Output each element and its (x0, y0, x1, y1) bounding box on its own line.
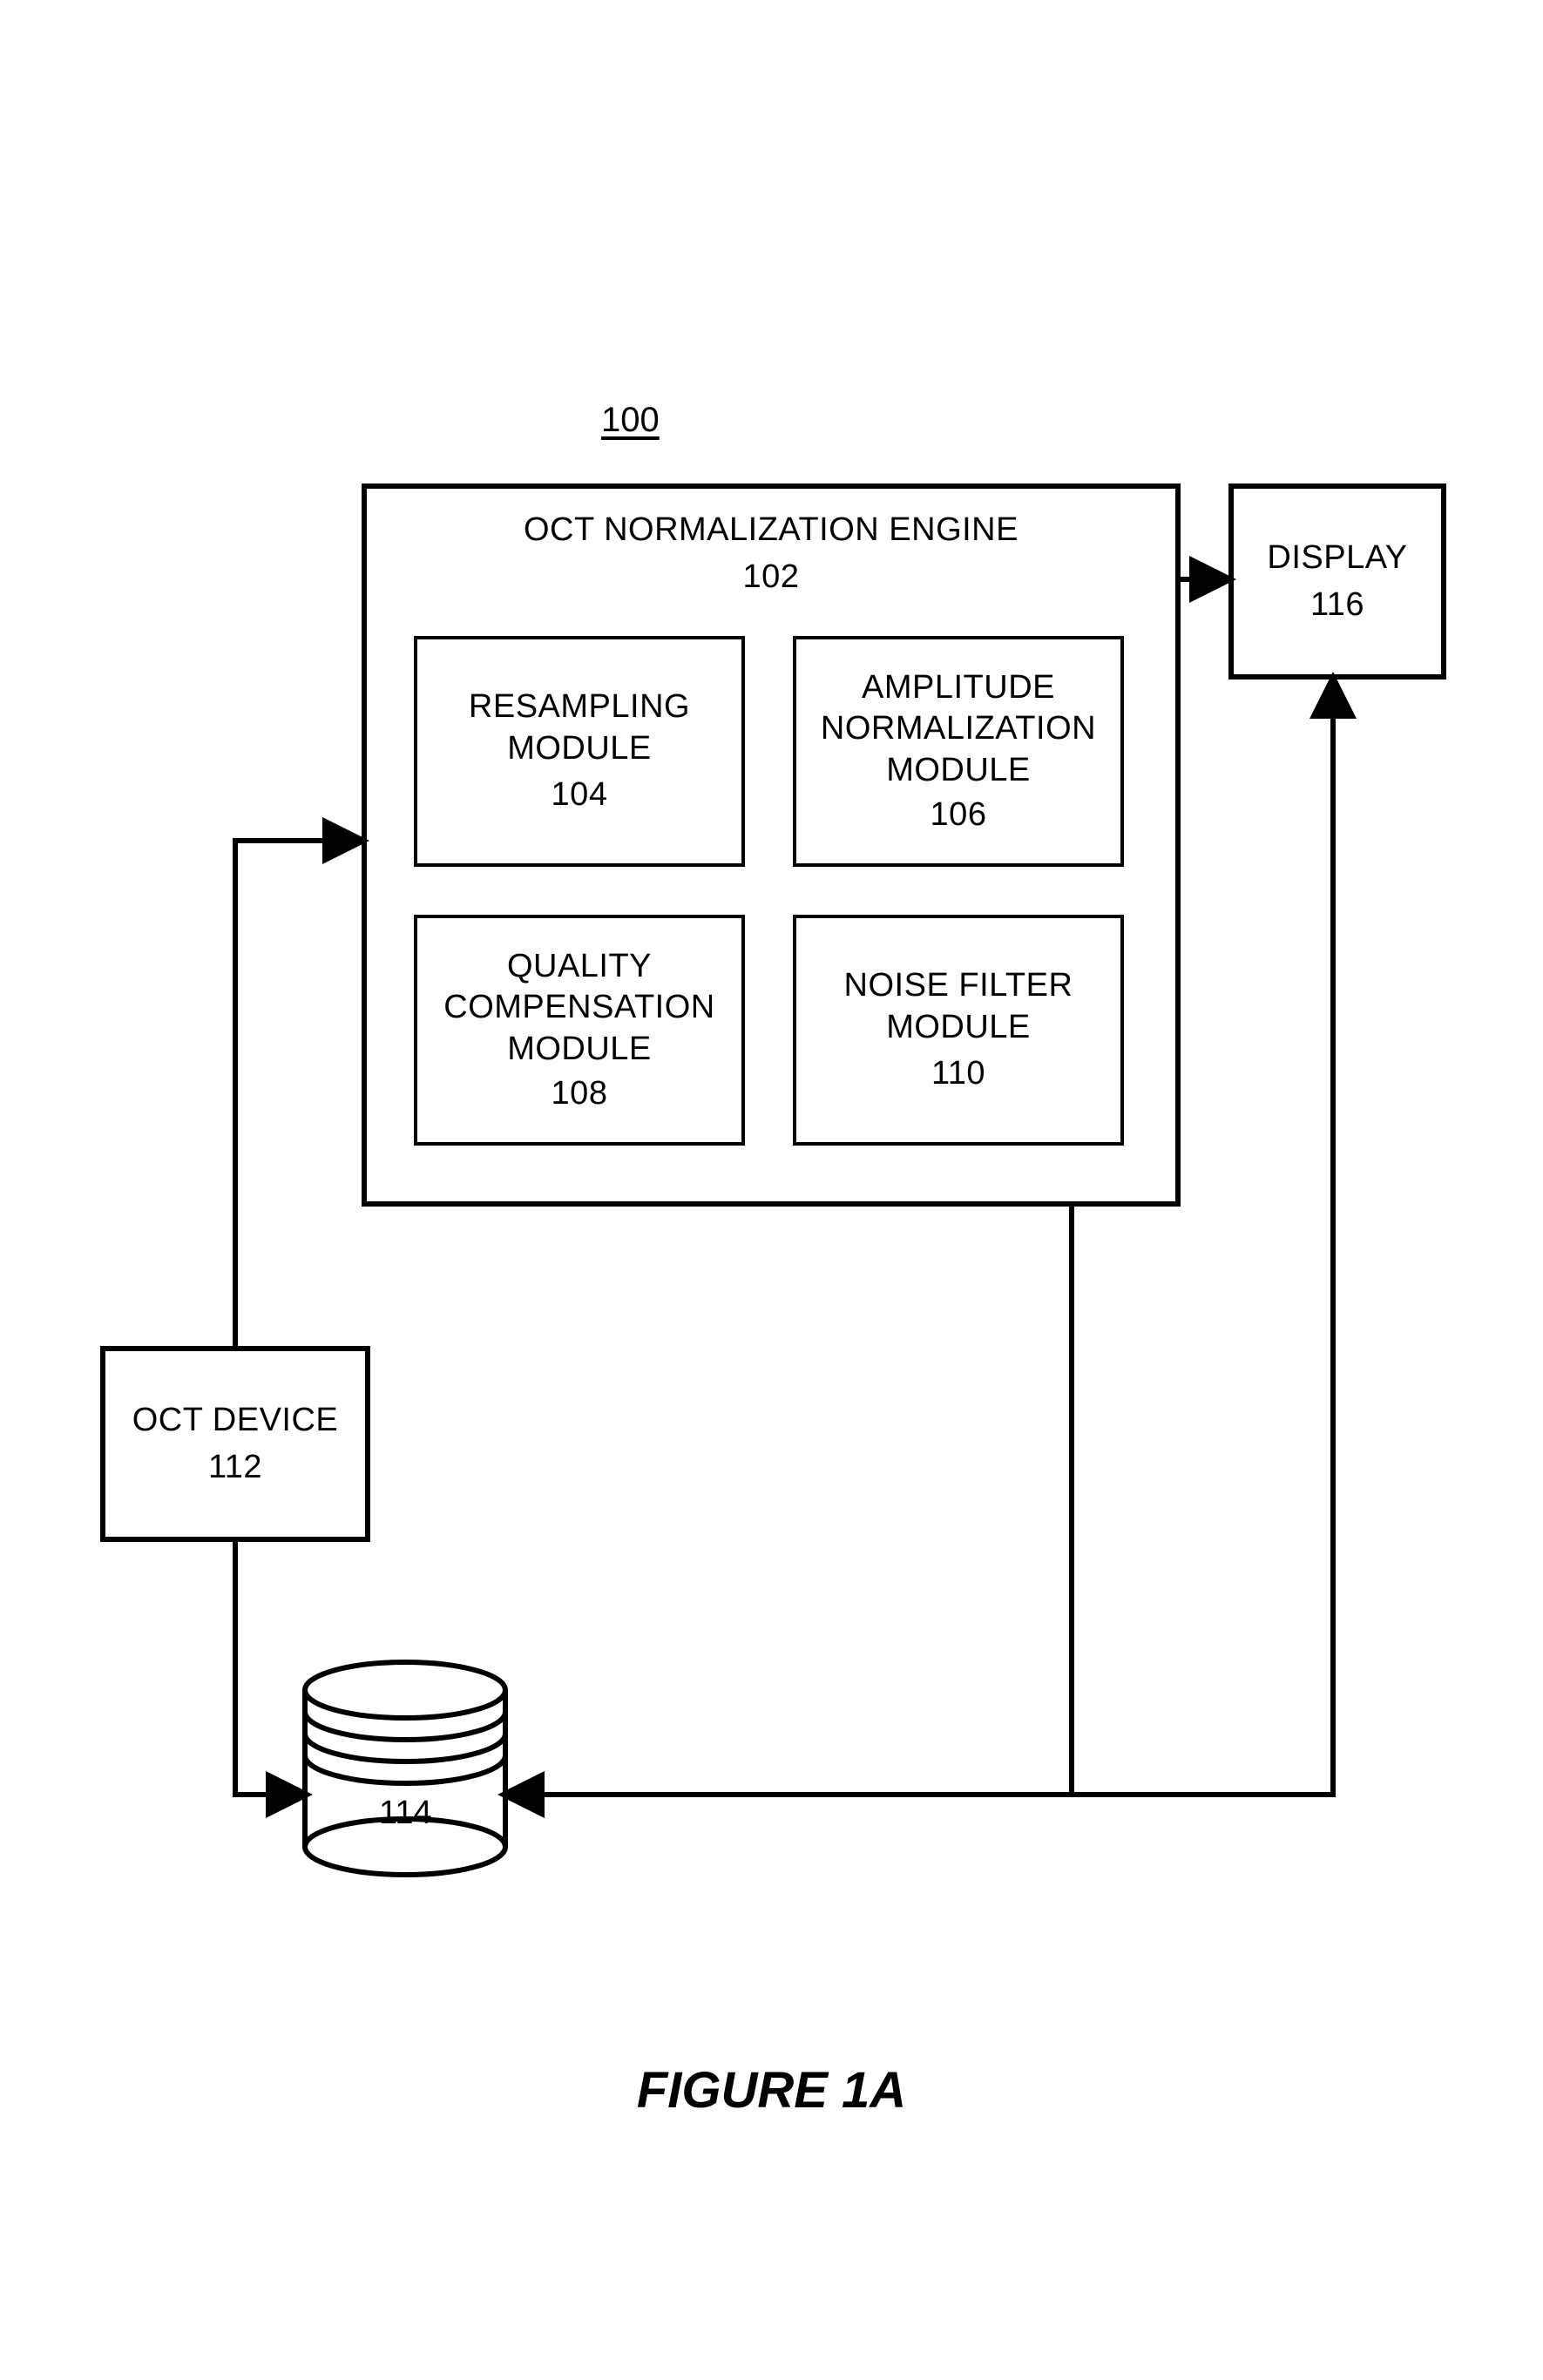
module-resampling-ref: 104 (552, 774, 608, 816)
module-noise: NOISE FILTER MODULE 110 (793, 915, 1124, 1146)
module-resampling: RESAMPLING MODULE 104 (414, 636, 745, 867)
system-ref-label: 100 (601, 401, 660, 440)
module-quality-line2: COMPENSATION (443, 987, 714, 1029)
module-quality: QUALITY COMPENSATION MODULE 108 (414, 915, 745, 1146)
module-amplitude-line3: MODULE (886, 750, 1031, 792)
engine-title: OCT NORMALIZATION ENGINE (524, 510, 1019, 551)
oct-device-ref: 112 (208, 1447, 262, 1489)
module-resampling-line1: RESAMPLING (469, 686, 690, 728)
module-resampling-line2: MODULE (507, 728, 652, 770)
module-quality-line1: QUALITY (507, 946, 652, 988)
display-ref: 116 (1310, 585, 1364, 626)
module-noise-line2: MODULE (886, 1007, 1031, 1049)
oct-device-line1: OCT DEVICE (132, 1400, 339, 1442)
engine-ref: 102 (743, 557, 800, 598)
display-line1: DISPLAY (1267, 538, 1407, 579)
oct-device-box: OCT DEVICE 112 (100, 1346, 370, 1542)
module-noise-line1: NOISE FILTER (844, 965, 1073, 1007)
display-box: DISPLAY 116 (1228, 483, 1446, 680)
figure-caption: FIGURE 1A (0, 2061, 1543, 2120)
module-noise-ref: 110 (931, 1053, 985, 1095)
module-amplitude-line1: AMPLITUDE (862, 667, 1055, 709)
module-amplitude-line2: NORMALIZATION (821, 708, 1096, 750)
module-amplitude: AMPLITUDE NORMALIZATION MODULE 106 (793, 636, 1124, 867)
module-quality-ref: 108 (552, 1073, 608, 1115)
module-amplitude-ref: 106 (931, 794, 987, 836)
storage-ref: 114 (379, 1795, 432, 1832)
module-quality-line3: MODULE (507, 1029, 652, 1071)
